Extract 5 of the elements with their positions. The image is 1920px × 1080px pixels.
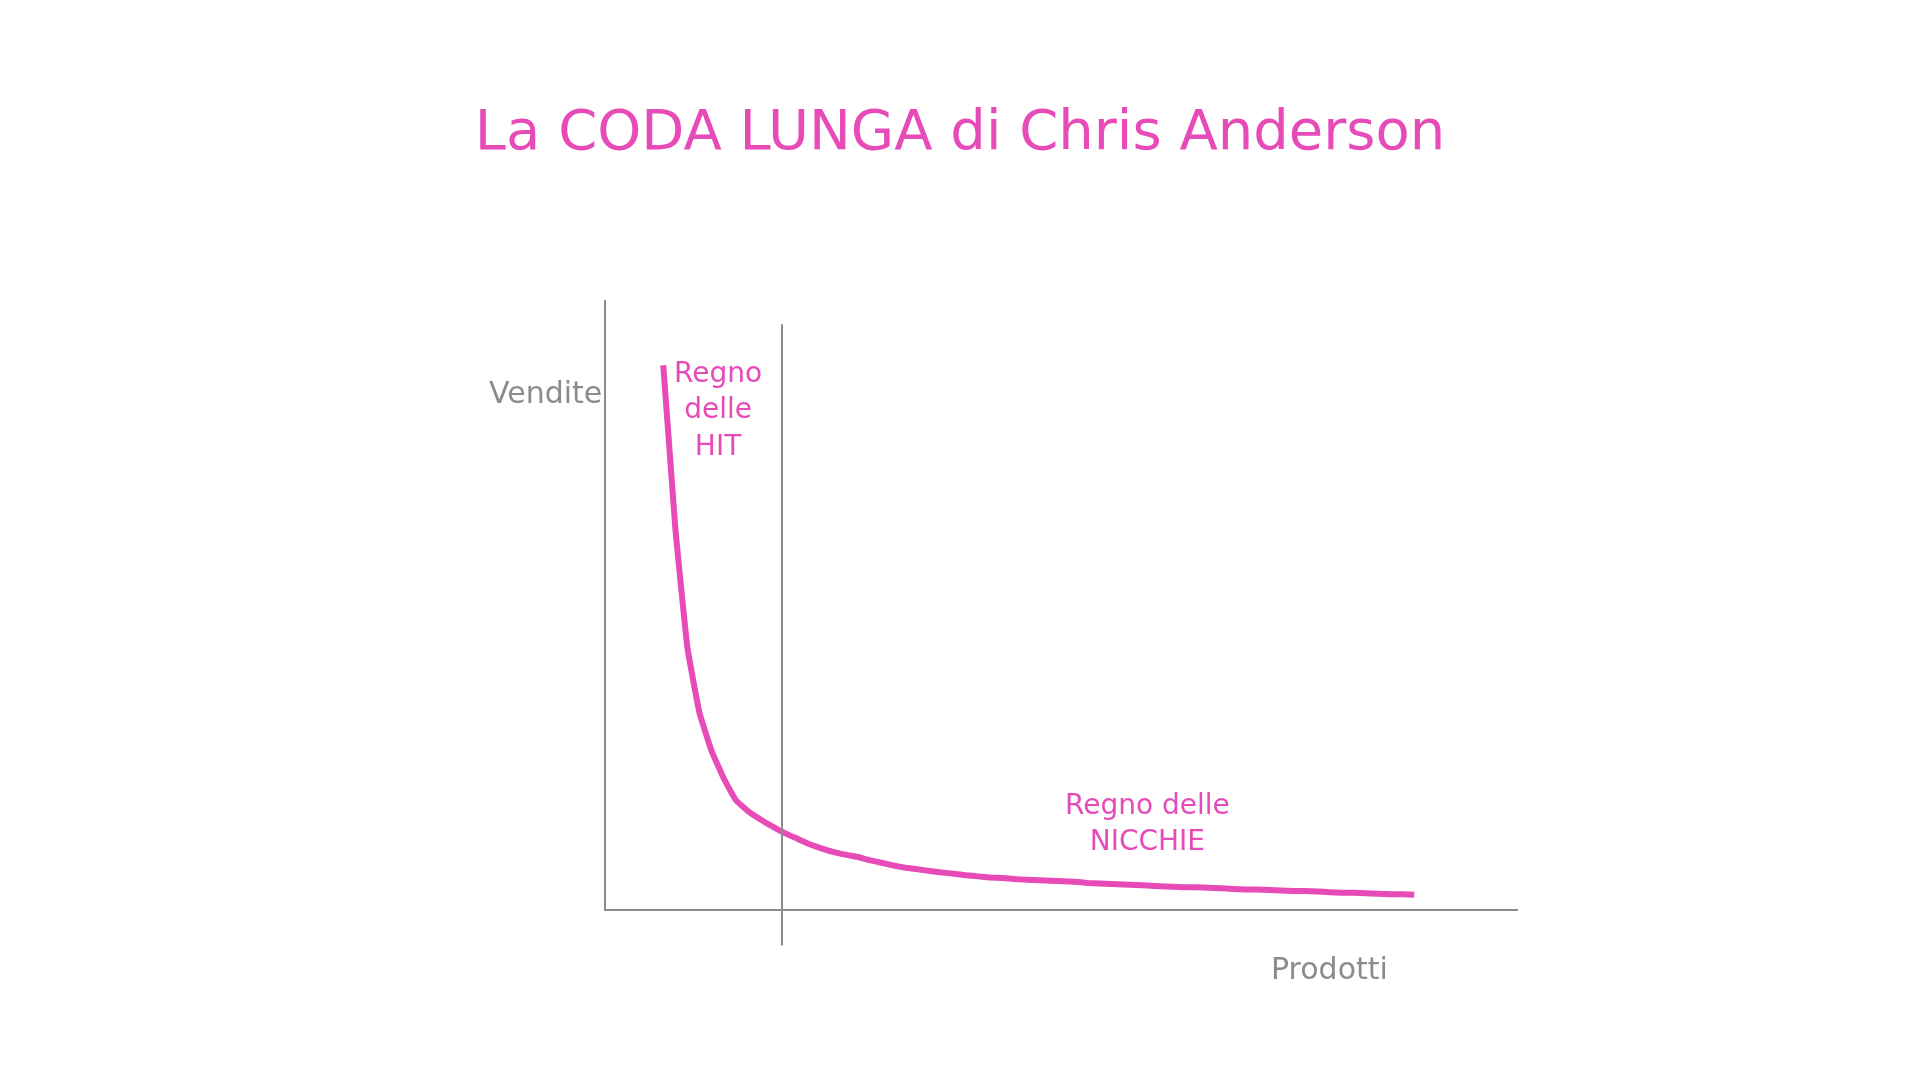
- annotation: Regno delle NICCHIE: [1065, 788, 1230, 858]
- chart-title: La CODA LUNGA di Chris Anderson: [474, 97, 1446, 163]
- y-axis-title: Vendite: [489, 375, 603, 410]
- annotation: Regno delle HIT: [674, 356, 763, 462]
- x-axis-title: Prodotti: [1271, 951, 1388, 986]
